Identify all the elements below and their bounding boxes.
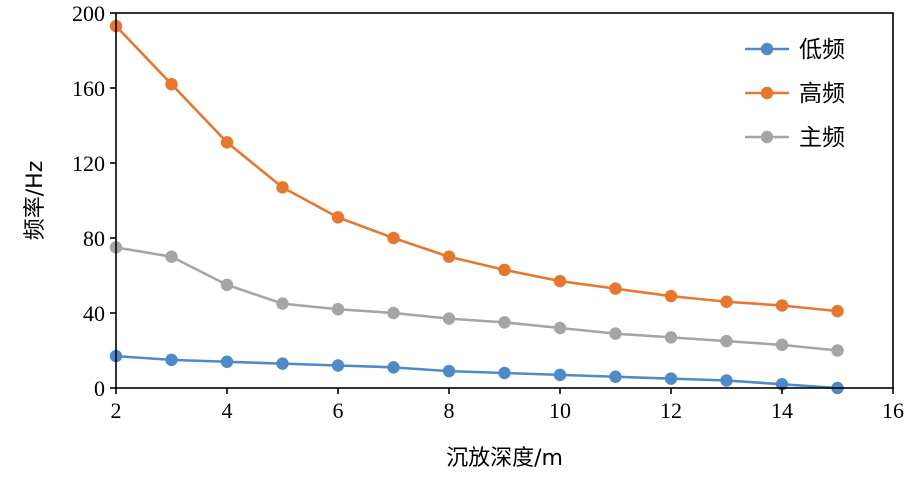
x-tick-label-6: 14 bbox=[771, 398, 793, 423]
legend-label-1: 高频 bbox=[799, 81, 845, 107]
data-point-s1-12 bbox=[775, 299, 789, 312]
data-point-s2-8 bbox=[553, 321, 567, 335]
data-point-s2-10 bbox=[664, 331, 678, 344]
data-point-s1-13 bbox=[831, 304, 844, 318]
data-point-s2-5 bbox=[387, 306, 400, 320]
data-point-s1-10 bbox=[664, 289, 678, 303]
data-point-s2-6 bbox=[442, 312, 456, 325]
y-tick-label-2: 80 bbox=[83, 226, 105, 251]
data-point-s0-5 bbox=[387, 361, 400, 374]
data-point-s1-4 bbox=[331, 211, 345, 224]
data-point-s2-9 bbox=[609, 327, 622, 340]
data-point-s0-11 bbox=[720, 374, 733, 387]
x-tick-label-7: 16 bbox=[882, 398, 904, 423]
data-point-s2-1 bbox=[165, 250, 178, 263]
data-point-s1-2 bbox=[220, 136, 234, 149]
data-point-s1-1 bbox=[165, 78, 178, 91]
data-point-s0-3 bbox=[276, 357, 289, 370]
series-layer bbox=[109, 19, 844, 395]
data-point-s0-10 bbox=[664, 372, 678, 385]
legend-label-0: 低频 bbox=[799, 37, 845, 63]
legend-label-2: 主频 bbox=[799, 125, 845, 151]
data-point-s1-5 bbox=[387, 231, 400, 245]
y-tick-label-5: 200 bbox=[72, 1, 105, 26]
series-line-2 bbox=[115, 246, 838, 352]
data-point-s2-12 bbox=[775, 338, 789, 352]
data-point-s2-3 bbox=[276, 297, 289, 310]
y-tick-label-0: 0 bbox=[94, 376, 105, 401]
y-axis-label: 频率/Hz bbox=[23, 161, 48, 241]
data-point-s2-11 bbox=[720, 334, 733, 348]
data-point-s1-7 bbox=[498, 263, 511, 277]
data-point-s2-2 bbox=[220, 278, 234, 292]
data-point-s0-9 bbox=[609, 370, 622, 383]
data-point-s2-7 bbox=[498, 316, 511, 329]
data-point-s0-2 bbox=[220, 355, 234, 368]
series-line-1 bbox=[115, 25, 838, 313]
y-tick-label-4: 160 bbox=[72, 76, 105, 101]
data-point-s0-7 bbox=[498, 366, 511, 380]
data-point-s1-8 bbox=[553, 274, 567, 288]
legend-marker-2 bbox=[760, 130, 774, 144]
data-point-s1-3 bbox=[276, 181, 289, 194]
legend-marker-0 bbox=[760, 42, 774, 56]
data-point-s0-1 bbox=[165, 353, 178, 367]
series-line-0 bbox=[115, 354, 838, 390]
axes-layer bbox=[115, 12, 894, 389]
data-point-s2-4 bbox=[331, 303, 345, 316]
y-tick-label-1: 40 bbox=[83, 301, 105, 326]
x-tick-label-4: 10 bbox=[549, 398, 571, 423]
data-point-s2-13 bbox=[831, 344, 844, 357]
data-point-s0-8 bbox=[553, 368, 567, 382]
x-tick-label-5: 12 bbox=[660, 398, 682, 423]
x-tick-label-0: 2 bbox=[111, 398, 122, 423]
legend-marker-1 bbox=[760, 86, 774, 100]
axes-frame bbox=[115, 12, 894, 389]
x-axis-label: 沉放深度/m bbox=[446, 446, 563, 471]
data-point-s0-6 bbox=[442, 364, 456, 378]
x-tick-label-1: 4 bbox=[222, 398, 233, 423]
x-tick-label-2: 6 bbox=[333, 398, 344, 423]
x-tick-label-3: 8 bbox=[444, 398, 455, 423]
data-point-s0-4 bbox=[331, 359, 345, 372]
data-point-s1-9 bbox=[609, 282, 622, 295]
data-point-s1-6 bbox=[442, 250, 456, 263]
y-tick-label-3: 120 bbox=[72, 151, 105, 176]
data-point-s1-11 bbox=[720, 295, 733, 308]
